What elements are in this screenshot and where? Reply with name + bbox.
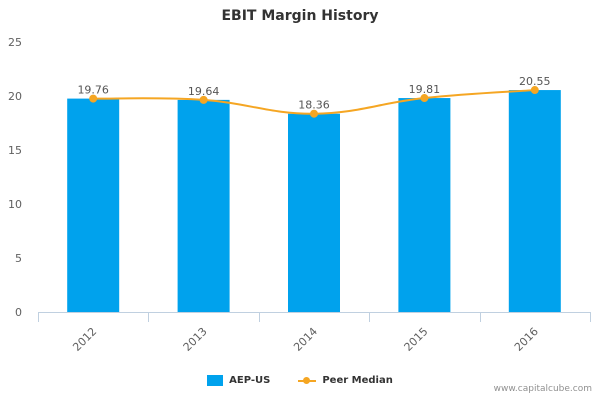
y-tick-label: 5 bbox=[15, 252, 22, 265]
legend-item-line-series[interactable]: Peer Median bbox=[298, 375, 393, 386]
bar-2012[interactable] bbox=[67, 98, 120, 312]
chart-legend: AEP-US Peer Median bbox=[0, 375, 600, 386]
legend-item-bar-series[interactable]: AEP-US bbox=[207, 375, 270, 386]
data-label-2015: 19.81 bbox=[409, 83, 441, 96]
x-tick-label: 2014 bbox=[291, 325, 320, 354]
y-tick-label: 0 bbox=[15, 306, 22, 319]
bar-2016[interactable] bbox=[508, 90, 561, 312]
y-tick-label: 20 bbox=[8, 90, 22, 103]
peer-median-point-2015[interactable] bbox=[420, 94, 429, 103]
x-tick-label: 2013 bbox=[181, 325, 210, 354]
legend-swatch-line bbox=[298, 375, 317, 386]
y-tick-label: 25 bbox=[8, 36, 22, 49]
bar-2013[interactable] bbox=[177, 99, 230, 312]
peer-median-point-2014[interactable] bbox=[310, 109, 318, 118]
data-label-2013: 19.64 bbox=[188, 85, 220, 98]
peer-median-point-2013[interactable] bbox=[199, 95, 208, 104]
y-tick-label: 15 bbox=[8, 144, 22, 157]
chart-title: EBIT Margin History bbox=[221, 8, 379, 24]
data-label-2014: 18.36 bbox=[298, 99, 330, 112]
bar-2015[interactable] bbox=[398, 98, 451, 312]
peer-median-point-2016[interactable] bbox=[530, 86, 539, 95]
bar-2014[interactable] bbox=[288, 113, 340, 312]
x-tick-label: 2015 bbox=[402, 325, 431, 354]
peer-median-point-2012[interactable] bbox=[89, 94, 98, 103]
watermark-text: www.capitalcube.com bbox=[493, 384, 592, 394]
data-label-2012: 19.76 bbox=[77, 84, 109, 97]
x-tick-label: 2012 bbox=[70, 325, 99, 354]
y-tick-label: 10 bbox=[8, 198, 22, 211]
legend-label-line-series: Peer Median bbox=[322, 375, 393, 386]
data-label-2016: 20.55 bbox=[519, 75, 551, 88]
legend-swatch-bar bbox=[207, 375, 224, 386]
legend-label-bar-series: AEP-US bbox=[229, 375, 271, 386]
x-tick-label: 2016 bbox=[512, 325, 541, 354]
